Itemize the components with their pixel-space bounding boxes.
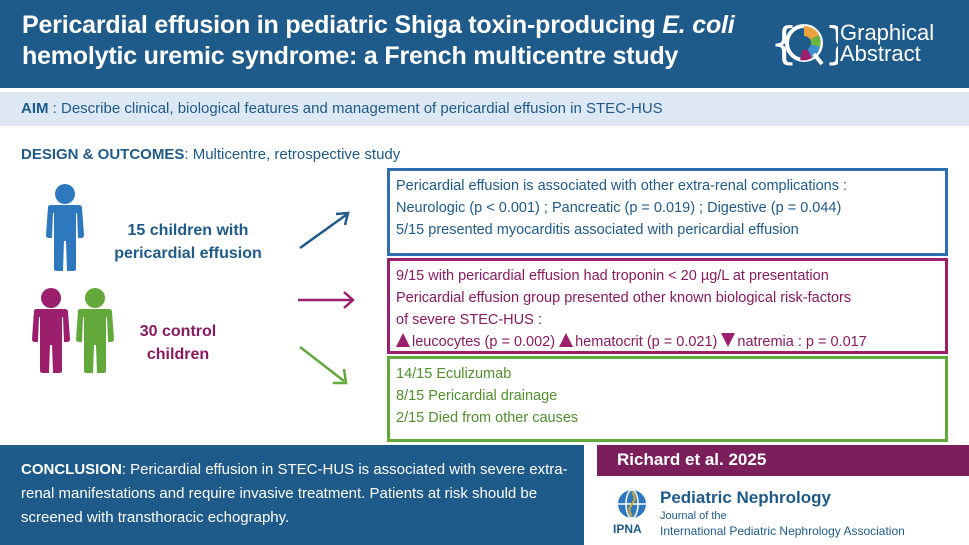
header-banner: Pericardial effusion in pediatric Shiga … xyxy=(0,0,969,88)
title-italic: E. coli xyxy=(662,11,735,39)
journal-name: Pediatric Nephrology xyxy=(660,488,831,507)
management-box: 14/15 Eculizumab 8/15 Pericardial draina… xyxy=(387,356,948,442)
risk-factors-line: leucocytes (p = 0.002) hematocrit (p = 0… xyxy=(396,331,939,353)
title-text-2: hemolytic uremic syndrome: a French mult… xyxy=(22,42,679,70)
green-arrow-icon xyxy=(299,346,348,385)
purple-child-figure-icon xyxy=(32,288,70,373)
journal-subtitle-2: International Pediatric Nephrology Assoc… xyxy=(660,524,905,538)
conclusion-panel: CONCLUSION: Pericardial effusion in STEC… xyxy=(0,445,584,545)
increase-arrow-icon xyxy=(559,333,574,347)
title-text-1: Pericardial effusion in pediatric Shiga … xyxy=(22,11,663,39)
svg-text:}: } xyxy=(824,18,838,69)
citation-bar: Richard et al. 2025 xyxy=(597,445,969,476)
increase-arrow-icon xyxy=(396,333,410,347)
graphical-abstract-logo-icon: { } xyxy=(770,18,838,69)
aim-bar: AIM : Describe clinical, biological feat… xyxy=(0,92,969,126)
effusion-group-label: 15 children with pericardial effusion xyxy=(114,222,262,262)
green-child-figure-icon xyxy=(76,288,114,373)
citation-text: Richard et al. 2025 xyxy=(617,450,767,469)
design-outcomes: DESIGN & OUTCOMES: Multicentre, retrospe… xyxy=(21,146,401,163)
journal-subtitle-1: Journal of the xyxy=(660,510,727,522)
aim-text: AIM : Describe clinical, biological feat… xyxy=(21,100,663,117)
conclusion-text: CONCLUSION: Pericardial effusion in STEC… xyxy=(21,461,568,526)
page-title: Pericardial effusion in pediatric Shiga … xyxy=(22,10,742,72)
decrease-arrow-icon xyxy=(721,333,736,347)
blue-arrow-icon xyxy=(299,211,350,250)
graphical-abstract-label: Graphical Abstract xyxy=(840,20,935,66)
journal-block: IPNA Pediatric Nephrology Journal of the… xyxy=(597,478,969,545)
purple-arrow-icon xyxy=(298,291,355,309)
svg-text:{: { xyxy=(770,18,798,69)
biology-box: 9/15 with pericardial effusion had tropo… xyxy=(387,258,948,354)
blue-child-figure-icon xyxy=(46,184,84,271)
complications-box: Pericardial effusion is associated with … xyxy=(387,168,948,256)
control-group-label: 30 control children xyxy=(139,323,217,363)
ipna-globe-logo-icon xyxy=(618,489,646,519)
ipna-logo-text: IPNA xyxy=(613,522,642,536)
